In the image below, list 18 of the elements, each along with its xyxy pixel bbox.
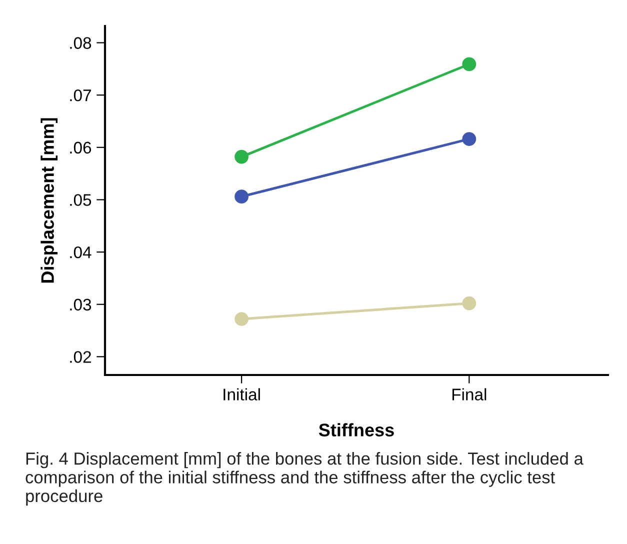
y-tick-label: .08 [70,37,92,49]
y-tick-label: .03 [70,298,92,311]
y-tick-label: .07 [70,89,91,102]
y-axis-title: Displacement [mm] [40,118,58,283]
x-tick-label: Initial [224,388,260,400]
y-tick-label: .05 [70,194,92,206]
point [462,296,476,310]
y-tick-label: .06 [70,142,92,154]
point [462,132,476,146]
y-tick-label: .02 [70,351,91,363]
point [234,190,249,204]
point [462,57,476,72]
y-tick-label: .04 [70,246,92,258]
point [234,150,249,164]
point [234,312,249,326]
caption: Fig. 4 Displacement [mm] of the bones at the fusion side. Test included a comparison of the initial stiffness and the stiffness after the cyclic test procedure [26,452,584,506]
x-tick-label: Final [452,388,486,400]
x-axis-title: Stiffness [318,423,394,436]
